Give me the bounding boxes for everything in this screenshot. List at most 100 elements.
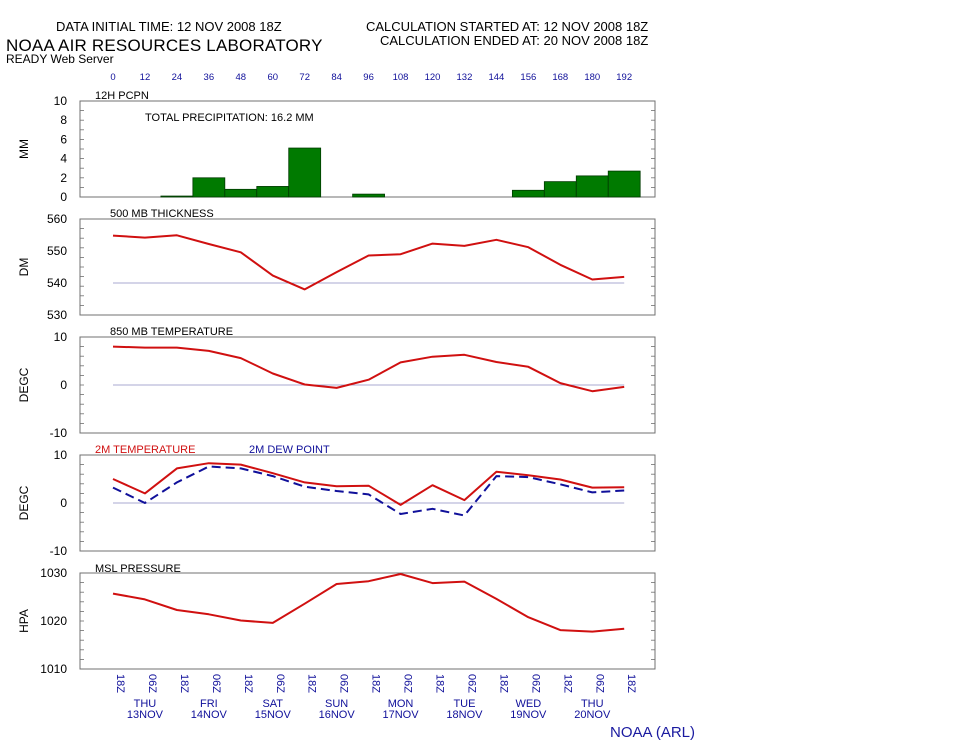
time-label: 18Z [561,674,573,693]
time-label: 06Z [338,674,350,693]
forecast-hour-label: 72 [299,72,310,83]
forecast-hour-label: 132 [457,72,473,83]
y-tick-label: 1030 [40,566,67,580]
forecast-hour-label: 120 [425,72,441,83]
time-label: 18Z [242,674,254,693]
series-line [112,573,625,633]
time-label: 06Z [529,674,541,693]
footer-credit: NOAA (ARL) [610,724,696,741]
y-tick-label: 10 [54,94,68,108]
forecast-hour-label: 0 [110,72,115,83]
calculation-started: CALCULATION STARTED AT: 12 NOV 2008 18Z [366,19,649,34]
forecast-hour-label: 36 [204,72,215,83]
precip-bar [511,189,545,198]
day-label: THU [134,698,157,710]
legend-2m-temperature: 2M TEMPERATURE [95,444,195,456]
date-label: 18NOV [446,709,483,721]
time-label: 06Z [146,674,158,693]
y-tick-label: 550 [47,244,67,258]
y-tick-label: 2 [60,171,67,185]
y-axis-label: DM [17,258,31,277]
forecast-hour-label: 84 [331,72,342,83]
date-label: 14NOV [191,709,228,721]
precip-bar [575,175,609,198]
time-label: 06Z [465,674,477,693]
precip-bar [160,195,194,198]
y-tick-label: 1020 [40,614,67,628]
y-axis-label: DEGC [17,485,31,520]
y-tick-label: -10 [50,426,68,440]
day-label: SUN [325,698,348,710]
forecast-hour-label: 180 [584,72,600,83]
series-line [112,345,625,393]
data-initial-time: DATA INITIAL TIME: 12 NOV 2008 18Z [56,19,282,34]
time-label: 06Z [210,674,222,693]
server-name: READY Web Server [6,52,114,66]
forecast-hour-label: 168 [552,72,568,83]
y-tick-label: 1010 [40,662,67,676]
lab-name: NOAA AIR RESOURCES LABORATORY [6,36,323,55]
precip-bar [352,193,385,198]
precip-bar [224,188,258,198]
series-line [112,462,625,506]
forecast-hour-label: 96 [363,72,374,83]
time-label: 06Z [593,674,605,693]
date-label: 20NOV [574,709,611,721]
panel-title: 500 MB THICKNESS [110,208,214,220]
time-label: 18Z [178,674,190,693]
y-tick-label: 0 [60,496,67,510]
y-axis-label: DEGC [17,367,31,402]
time-label: 18Z [306,674,318,693]
date-label: 19NOV [510,709,547,721]
panel-title: 12H PCPN [95,90,149,102]
date-label: 17NOV [383,709,420,721]
date-label: 16NOV [319,709,356,721]
precip-bar [192,177,226,198]
forecast-hour-label: 24 [172,72,183,83]
time-label: 18Z [497,674,509,693]
day-label: SAT [262,698,283,710]
y-axis-label: HPA [17,609,31,633]
day-label: TUE [453,698,475,710]
date-label: 15NOV [255,709,292,721]
date-label: 13NOV [127,709,164,721]
time-label: 18Z [114,674,126,693]
y-tick-label: -10 [50,544,68,558]
y-tick-label: 10 [54,330,68,344]
y-tick-label: 4 [60,152,67,166]
forecast-hour-label: 156 [520,72,536,83]
calculation-ended: CALCULATION ENDED AT: 20 NOV 2008 18Z [380,33,649,48]
y-tick-label: 10 [54,448,68,462]
y-tick-label: 560 [47,212,67,226]
time-label: 06Z [274,674,286,693]
time-label: 06Z [402,674,414,693]
day-label: FRI [200,698,218,710]
forecast-hour-label: 48 [236,72,247,83]
y-tick-label: 0 [60,190,67,204]
panel-frame [79,218,656,316]
total-precip-annotation: TOTAL PRECIPITATION: 16.2 MM [145,112,314,124]
y-tick-label: 530 [47,308,67,322]
y-tick-label: 8 [60,113,67,127]
y-tick-label: 0 [60,378,67,392]
panel-title: MSL PRESSURE [95,563,181,575]
forecast-hour-label: 12 [140,72,151,83]
day-label: MON [388,698,414,710]
day-label: THU [581,698,604,710]
time-label: 18Z [370,674,382,693]
forecast-hour-label: 144 [488,72,504,83]
panel-frame [79,572,656,670]
series-line [112,234,625,291]
forecast-hour-label: 192 [616,72,632,83]
panel-title: 850 MB TEMPERATURE [110,326,233,338]
legend-2m-dew-point: 2M DEW POINT [249,444,330,456]
y-axis-label: MM [17,139,31,159]
day-label: WED [516,698,542,710]
dew-point-line [112,465,625,517]
forecast-hour-label: 60 [267,72,278,83]
precip-bar [288,147,322,198]
time-label: 18Z [434,674,446,693]
y-tick-label: 6 [60,132,67,146]
y-tick-label: 540 [47,276,67,290]
